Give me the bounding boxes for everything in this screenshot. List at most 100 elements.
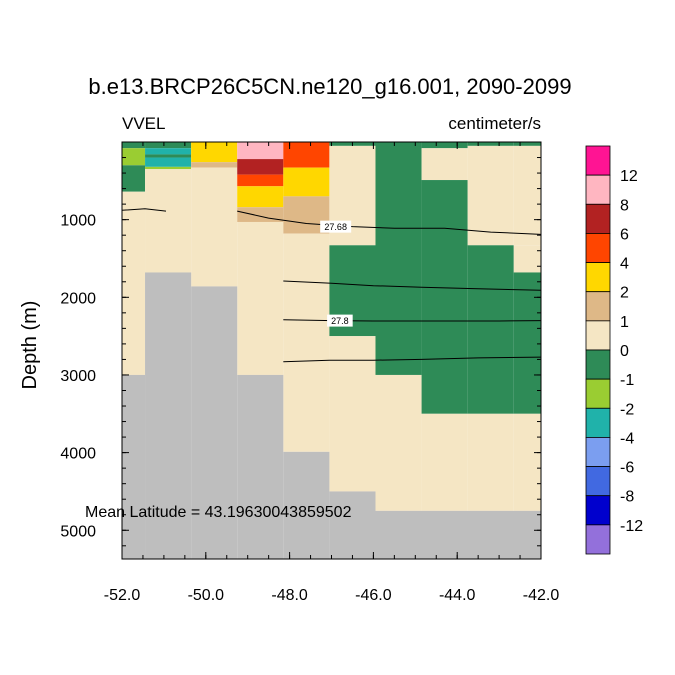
data-cell bbox=[145, 148, 192, 155]
data-cell bbox=[467, 245, 514, 414]
data-cell bbox=[191, 142, 238, 163]
colorbar-swatch bbox=[585, 407, 611, 438]
data-cell bbox=[122, 142, 146, 149]
seafloor-mask bbox=[191, 286, 238, 559]
colorbar-label: 2 bbox=[620, 285, 629, 302]
data-cell bbox=[122, 191, 146, 375]
y-tick-label: 4000 bbox=[60, 446, 96, 463]
x-tick-label: -50.0 bbox=[188, 587, 225, 604]
seafloor-mask bbox=[375, 510, 541, 559]
seafloor-mask bbox=[237, 374, 284, 559]
data-cell bbox=[513, 413, 541, 511]
y-axis-label: Depth (m) bbox=[19, 301, 41, 390]
density-contours: 27.68 27.8 bbox=[121, 208, 542, 363]
contour-line bbox=[283, 319, 542, 322]
colorbar-label: -2 bbox=[620, 401, 634, 418]
data-cell bbox=[145, 169, 192, 273]
contour-label: 27.8 bbox=[331, 316, 349, 326]
data-cell bbox=[513, 272, 541, 414]
colorbar-swatch bbox=[585, 378, 611, 409]
colorbar-label: 12 bbox=[620, 168, 638, 185]
data-cell bbox=[237, 207, 284, 222]
data-cell bbox=[513, 245, 541, 273]
colorbar-swatch bbox=[585, 437, 611, 467]
colorbar-swatch bbox=[585, 524, 611, 555]
data-cell bbox=[467, 142, 514, 146]
colorbar-swatch bbox=[585, 349, 611, 380]
contour-label: 27.68 bbox=[324, 222, 347, 232]
y-tick-label: 2000 bbox=[60, 290, 96, 307]
data-cell bbox=[513, 142, 541, 146]
data-cell bbox=[237, 221, 284, 375]
data-cell bbox=[421, 413, 468, 511]
contour-label-bg bbox=[320, 220, 352, 233]
x-tick-label: -46.0 bbox=[355, 587, 392, 604]
y-tick-label: 3000 bbox=[60, 368, 96, 385]
data-cells bbox=[122, 142, 541, 511]
data-cell bbox=[513, 145, 541, 246]
colorbar: 12 8 6 4 2 1 0 -1 -2 -4 -6 -8 -12 bbox=[585, 145, 643, 555]
contour-line bbox=[237, 210, 542, 235]
data-cell bbox=[191, 167, 238, 287]
contour-label-bg bbox=[327, 314, 353, 327]
colorbar-swatch bbox=[585, 145, 611, 176]
seafloor-mask bbox=[283, 451, 330, 559]
data-cell bbox=[283, 142, 330, 168]
x-tick-label: -48.0 bbox=[271, 587, 308, 604]
data-cell bbox=[283, 233, 330, 452]
data-cell bbox=[467, 145, 514, 246]
units-label: centimeter/s bbox=[448, 114, 541, 133]
contour-line bbox=[121, 208, 167, 212]
data-cell bbox=[375, 142, 422, 375]
colorbar-label: -1 bbox=[620, 372, 634, 389]
colorbar-label: 4 bbox=[620, 256, 629, 273]
colorbar-swatch bbox=[585, 320, 611, 351]
left-string: VVEL bbox=[122, 114, 165, 133]
data-cell bbox=[237, 174, 284, 187]
colorbar-label: 1 bbox=[620, 314, 629, 331]
colorbar-label: -6 bbox=[620, 460, 634, 477]
colorbar-label: -12 bbox=[620, 518, 643, 535]
axes: -52.0 -50.0 -48.0 -46.0 -44.0 -42.0 1000 2000 30… bbox=[60, 141, 560, 604]
colorbar-swatch bbox=[585, 466, 611, 497]
data-cell bbox=[237, 142, 284, 160]
x-tick-label: -42.0 bbox=[523, 587, 560, 604]
colorbar-swatch bbox=[585, 203, 611, 234]
data-cell bbox=[421, 180, 468, 414]
data-cell bbox=[467, 413, 514, 511]
colorbar-label: -8 bbox=[620, 489, 634, 506]
data-cell bbox=[145, 166, 192, 170]
data-cell bbox=[145, 154, 192, 158]
data-cell bbox=[145, 157, 192, 167]
x-tick-label: -52.0 bbox=[104, 587, 141, 604]
seafloor-mask bbox=[145, 272, 192, 559]
data-cell bbox=[145, 142, 192, 149]
colorbar-label: -4 bbox=[620, 430, 634, 447]
data-cell bbox=[237, 159, 284, 175]
colorbar-label: 0 bbox=[620, 343, 629, 360]
data-cell bbox=[329, 336, 376, 492]
data-cell bbox=[191, 162, 238, 168]
data-cell bbox=[421, 148, 468, 181]
data-cell bbox=[122, 148, 146, 166]
contour-line bbox=[283, 280, 542, 291]
colorbar-swatch bbox=[585, 262, 611, 293]
chart-title: b.e13.BRCP26C5CN.ne120_g16.001, 2090-209… bbox=[88, 74, 571, 99]
x-tick-label: -44.0 bbox=[439, 587, 476, 604]
colorbar-swatch bbox=[585, 291, 611, 322]
seafloor-mask bbox=[329, 491, 376, 559]
colorbar-label: 6 bbox=[620, 226, 629, 243]
colorbar-swatch bbox=[585, 174, 611, 205]
contour-line bbox=[283, 356, 542, 363]
data-cell bbox=[122, 165, 146, 192]
data-cell bbox=[375, 374, 422, 511]
y-tick-label: 1000 bbox=[60, 213, 96, 230]
mean-latitude-annotation: Mean Latitude = 43.19630043859502 bbox=[85, 504, 352, 521]
data-cell bbox=[237, 186, 284, 208]
data-cell bbox=[421, 142, 468, 149]
data-cell bbox=[283, 167, 330, 197]
seafloor-mask bbox=[122, 374, 146, 559]
colorbar-label: 8 bbox=[620, 197, 629, 214]
colorbar-swatch bbox=[585, 233, 611, 263]
